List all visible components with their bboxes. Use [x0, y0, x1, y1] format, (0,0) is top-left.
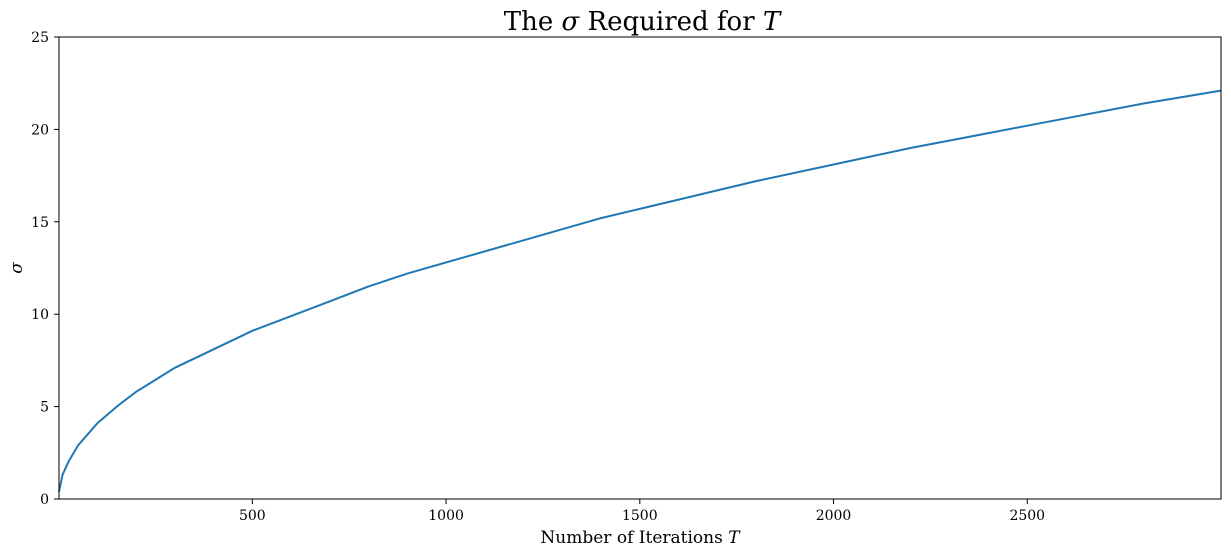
y-axis-ticks: 0 5 10 15 20 25 — [31, 30, 59, 508]
chart-title: The σ Required for T — [504, 7, 782, 37]
x-axis-ticks: 500 1000 1500 2000 2500 — [239, 499, 1045, 524]
y-tick-label: 15 — [31, 215, 49, 231]
x-tick-label: 1500 — [622, 508, 658, 524]
plot-frame — [58, 36, 1222, 500]
y-tick-label: 0 — [40, 492, 49, 508]
x-tick-label: 2000 — [816, 508, 852, 524]
series-line — [58, 89, 1222, 492]
y-tick-label: 25 — [31, 30, 49, 46]
y-tick-label: 20 — [31, 122, 49, 138]
y-tick-label: 10 — [31, 307, 49, 323]
y-tick-label: 5 — [40, 400, 49, 416]
x-tick-label: 1000 — [428, 508, 464, 524]
x-tick-label: 500 — [239, 508, 266, 524]
x-tick-label: 2500 — [1009, 508, 1045, 524]
x-axis-label: Number of Iterations T — [540, 528, 741, 548]
y-axis-label: σ — [7, 262, 27, 274]
